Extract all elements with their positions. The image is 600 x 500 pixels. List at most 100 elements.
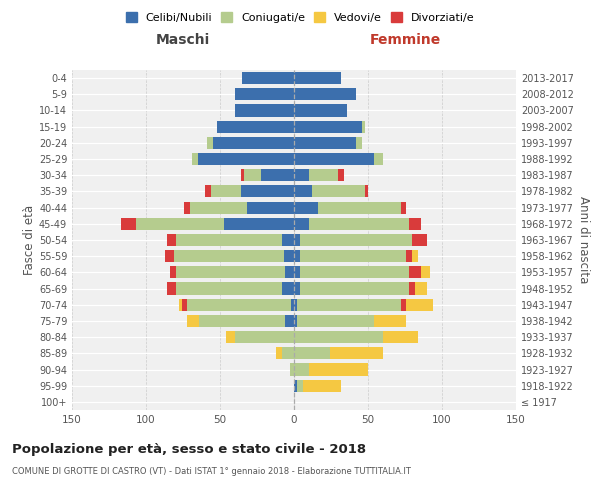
Bar (300, 234, 412, 246)
Bar (285, 266, 294, 278)
Bar (276, 348, 282, 360)
Bar (312, 186, 365, 198)
Bar (182, 298, 187, 311)
Bar (294, 266, 300, 278)
Bar (300, 266, 409, 278)
Bar (294, 364, 309, 376)
Bar (294, 250, 300, 262)
Bar (176, 234, 282, 246)
Bar (294, 120, 362, 132)
Bar (317, 202, 401, 213)
Bar (421, 266, 430, 278)
Bar (365, 186, 368, 198)
Bar (406, 298, 433, 311)
Bar (176, 266, 285, 278)
Bar (212, 137, 294, 149)
Y-axis label: Fasce di età: Fasce di età (23, 205, 36, 275)
Bar (297, 298, 401, 311)
Bar (356, 137, 362, 149)
Text: Popolazione per età, sesso e stato civile - 2018: Popolazione per età, sesso e stato civil… (12, 442, 366, 456)
Bar (294, 315, 297, 327)
Legend: Celibi/Nubili, Coniugati/e, Vedovi/e, Divorziati/e: Celibi/Nubili, Coniugati/e, Vedovi/e, Di… (121, 8, 479, 28)
Bar (217, 120, 294, 132)
Bar (401, 202, 406, 213)
Bar (294, 331, 383, 343)
Bar (211, 186, 241, 198)
Bar (401, 298, 406, 311)
Bar (362, 120, 365, 132)
Y-axis label: Anni di nascita: Anni di nascita (577, 196, 590, 284)
Bar (294, 72, 341, 84)
Bar (409, 218, 421, 230)
Bar (224, 218, 294, 230)
Bar (226, 331, 235, 343)
Bar (284, 250, 294, 262)
Bar (241, 169, 244, 181)
Bar (282, 282, 294, 294)
Bar (121, 218, 136, 230)
Bar (247, 202, 294, 213)
Bar (300, 250, 406, 262)
Bar (374, 153, 383, 165)
Bar (338, 169, 344, 181)
Text: COMUNE DI GROTTE DI CASTRO (VT) - Dati ISTAT 1° gennaio 2018 - Elaborazione TUTT: COMUNE DI GROTTE DI CASTRO (VT) - Dati I… (12, 468, 411, 476)
Bar (187, 315, 199, 327)
Bar (176, 282, 282, 294)
Bar (241, 186, 294, 198)
Bar (415, 282, 427, 294)
Bar (303, 380, 341, 392)
Bar (167, 234, 176, 246)
Bar (294, 186, 312, 198)
Bar (165, 250, 174, 262)
Bar (199, 315, 285, 327)
Bar (297, 315, 374, 327)
Bar (294, 234, 300, 246)
Bar (244, 169, 262, 181)
Bar (294, 298, 297, 311)
Bar (294, 380, 297, 392)
Bar (309, 364, 368, 376)
Bar (294, 137, 356, 149)
Bar (409, 266, 421, 278)
Bar (174, 250, 284, 262)
Bar (179, 298, 182, 311)
Bar (190, 202, 247, 213)
Bar (309, 218, 409, 230)
Bar (184, 202, 190, 213)
Bar (294, 153, 374, 165)
Bar (297, 380, 303, 392)
Bar (235, 88, 294, 101)
Bar (205, 186, 211, 198)
Bar (383, 331, 418, 343)
Bar (242, 72, 294, 84)
Bar (285, 315, 294, 327)
Bar (235, 104, 294, 117)
Bar (412, 234, 427, 246)
Bar (290, 364, 294, 376)
Bar (235, 331, 294, 343)
Bar (294, 218, 309, 230)
Bar (412, 250, 418, 262)
Text: Maschi: Maschi (156, 34, 210, 48)
Bar (282, 348, 294, 360)
Bar (282, 234, 294, 246)
Bar (294, 88, 356, 101)
Bar (294, 169, 309, 181)
Text: Femmine: Femmine (370, 34, 440, 48)
Bar (406, 250, 412, 262)
Bar (294, 282, 300, 294)
Bar (206, 137, 212, 149)
Bar (187, 298, 291, 311)
Bar (374, 315, 406, 327)
Bar (294, 104, 347, 117)
Bar (291, 298, 294, 311)
Bar (167, 282, 176, 294)
Bar (198, 153, 294, 165)
Bar (136, 218, 224, 230)
Bar (294, 348, 329, 360)
Bar (409, 282, 415, 294)
Bar (170, 266, 176, 278)
Bar (262, 169, 294, 181)
Bar (309, 169, 338, 181)
Bar (329, 348, 383, 360)
